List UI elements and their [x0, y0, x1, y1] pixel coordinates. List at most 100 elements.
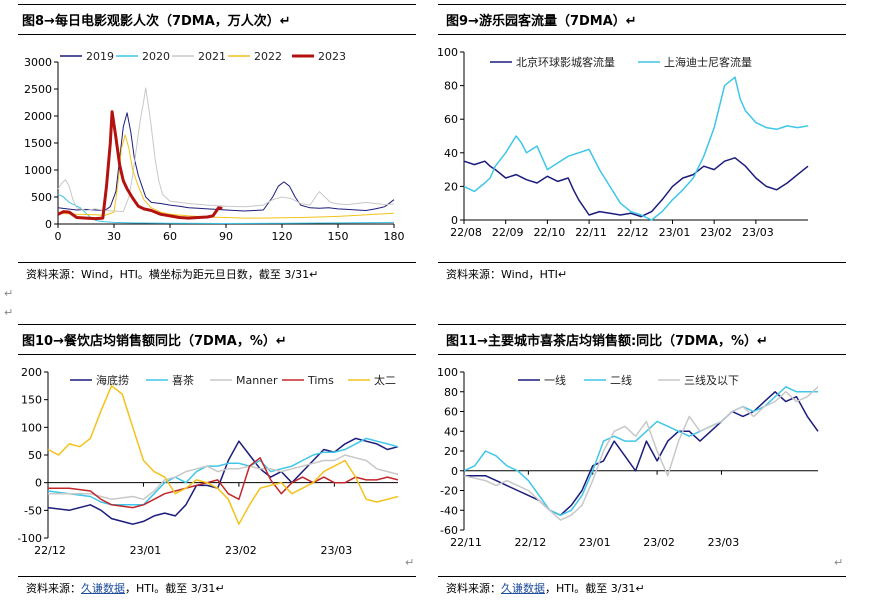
y-tick-label: 80 [444, 386, 458, 399]
source-note: 资料来源：Wind，HTI。横坐标为距元旦日数，截至 3/31↵ [26, 268, 319, 281]
x-tick-label: 120 [272, 230, 293, 243]
x-tick-label: 0 [55, 230, 62, 243]
title-rule [18, 354, 416, 355]
chart-heytea-sales: -60 -40 -20 0 20 40 60 80 100 22/11 22/12 23/01 23/0… [438, 366, 819, 549]
title-rule [438, 34, 846, 35]
top-rule [438, 4, 846, 5]
y-tick-label: 60 [444, 406, 458, 419]
top-rule [18, 4, 416, 5]
paragraph-mark: ↵ [405, 556, 415, 569]
panel-title: 图9→游乐园客流量（7DMA）↵ [446, 14, 637, 29]
x-tick-label: 23/03 [321, 544, 353, 557]
y-tick-label: 40 [444, 147, 458, 160]
source-prefix: 资料来源： [26, 582, 81, 595]
legend-label: 喜茶 [172, 374, 194, 387]
source-rule [438, 262, 846, 263]
paragraph-mark: ↵ [4, 306, 14, 319]
chart-theme-park-traffic: 0 20 40 60 80 100 22/08 22/09 22/10 22/11 22/12 23/… [438, 46, 809, 239]
x-tick-label: 22/12 [34, 544, 66, 557]
x-tick-label: 23/03 [742, 226, 774, 239]
paragraph-mark: ↵ [4, 287, 14, 300]
legend-label: 上海迪士尼客流量 [664, 55, 752, 69]
y-tick-label: -20 [440, 485, 458, 498]
x-tick-label: 180 [384, 230, 405, 243]
legend-label: 2021 [198, 50, 226, 63]
series-line-2 [463, 386, 819, 521]
y-tick-label: 20 [444, 180, 458, 193]
source-note: 资料来源：Wind，HTI↵ [446, 268, 568, 281]
series-line-2 [48, 454, 399, 501]
panel-title: 图8→每日电影观影人次（7DMA，万人次）↵ [22, 14, 291, 29]
legend-label: 一线 [544, 373, 566, 387]
source-prefix: 资料来源： [446, 582, 501, 595]
x-tick-label: 23/01 [579, 536, 611, 549]
y-tick-label: -60 [440, 524, 458, 537]
source-rule [18, 262, 416, 263]
source-note: 资料来源：久谦数据，HTI。截至 3/31↵ [26, 580, 225, 596]
y-tick-label: 150 [21, 394, 42, 407]
legend-label: 三线及以下 [684, 373, 739, 387]
x-tick-label: 22/11 [450, 536, 482, 549]
series-line-4 [57, 110, 223, 221]
series-line-1 [463, 386, 818, 516]
x-tick-label: 22/10 [534, 226, 566, 239]
legend-label: 海底捞 [96, 373, 129, 387]
series-line-3 [48, 457, 399, 509]
x-tick-label: 22/08 [450, 226, 482, 239]
x-tick-label: 23/01 [659, 226, 691, 239]
series-line-1 [463, 76, 809, 221]
top-rule [18, 324, 416, 325]
source-rule [18, 576, 416, 577]
chart-movie-attendance: 0 500 1000 1500 2000 2500 3000 0 30 60 90 120 150 180… [24, 50, 405, 243]
y-tick-label: 80 [444, 80, 458, 93]
y-tick-label: 0 [45, 218, 52, 231]
title-rule [18, 34, 416, 35]
x-tick-label: 22/11 [575, 226, 607, 239]
y-tick-label: 1000 [24, 164, 52, 177]
series-line-1 [57, 193, 395, 224]
panel-title: 图11→主要城市喜茶店均销售额:同比（7DMA，%）↵ [446, 334, 768, 349]
legend-label: Tims [307, 374, 334, 387]
x-tick-label: 23/03 [708, 536, 740, 549]
y-tick-label: 200 [21, 366, 42, 379]
chart-restaurant-sales: -100 -50 0 50 100 150 200 22/12 23/01 23/02 23/03 海… [18, 366, 399, 557]
y-tick-label: 1500 [24, 137, 52, 150]
series-line-1 [47, 437, 399, 506]
series-line-2 [57, 87, 395, 213]
source-note: 资料来源：久谦数据，HTI。截至 3/31↵ [446, 580, 645, 596]
x-tick-label: 23/02 [643, 536, 675, 549]
source-link[interactable]: 久谦数据 [501, 582, 545, 595]
y-tick-label: -50 [24, 504, 42, 517]
series-line-0 [57, 112, 395, 212]
y-tick-label: 0 [451, 214, 458, 227]
source-rule [438, 576, 846, 577]
legend-label: 太二 [374, 374, 396, 387]
title-rule [438, 354, 846, 355]
x-tick-label: 22/09 [492, 226, 524, 239]
y-tick-label: 60 [444, 113, 458, 126]
series-line-0 [47, 437, 399, 525]
x-tick-label: 23/02 [225, 544, 257, 557]
x-tick-label: 22/12 [515, 536, 547, 549]
y-tick-label: 2500 [24, 83, 52, 96]
y-tick-label: 40 [444, 425, 458, 438]
series-line-3 [57, 134, 395, 219]
panel-title: 图10→餐饮店均销售额同比（7DMA，%）↵ [22, 334, 287, 349]
x-tick-label: 23/01 [130, 544, 162, 557]
series-line-0 [463, 157, 809, 218]
y-tick-label: 100 [21, 421, 42, 434]
source-link[interactable]: 久谦数据 [81, 582, 125, 595]
x-tick-label: 90 [219, 230, 233, 243]
legend-label: 2023 [318, 50, 346, 63]
x-tick-label: 22/12 [617, 226, 649, 239]
series-line-4 [47, 385, 399, 525]
x-tick-label: 60 [163, 230, 177, 243]
legend-label: 2020 [142, 50, 170, 63]
legend-label: Manner [236, 374, 278, 387]
y-tick-label: -40 [440, 504, 458, 517]
y-tick-label: 0 [451, 465, 458, 478]
top-rule [438, 324, 846, 325]
y-tick-label: 0 [35, 477, 42, 490]
source-suffix: ，HTI。截至 3/31↵ [545, 582, 645, 595]
y-tick-label: 50 [28, 449, 42, 462]
